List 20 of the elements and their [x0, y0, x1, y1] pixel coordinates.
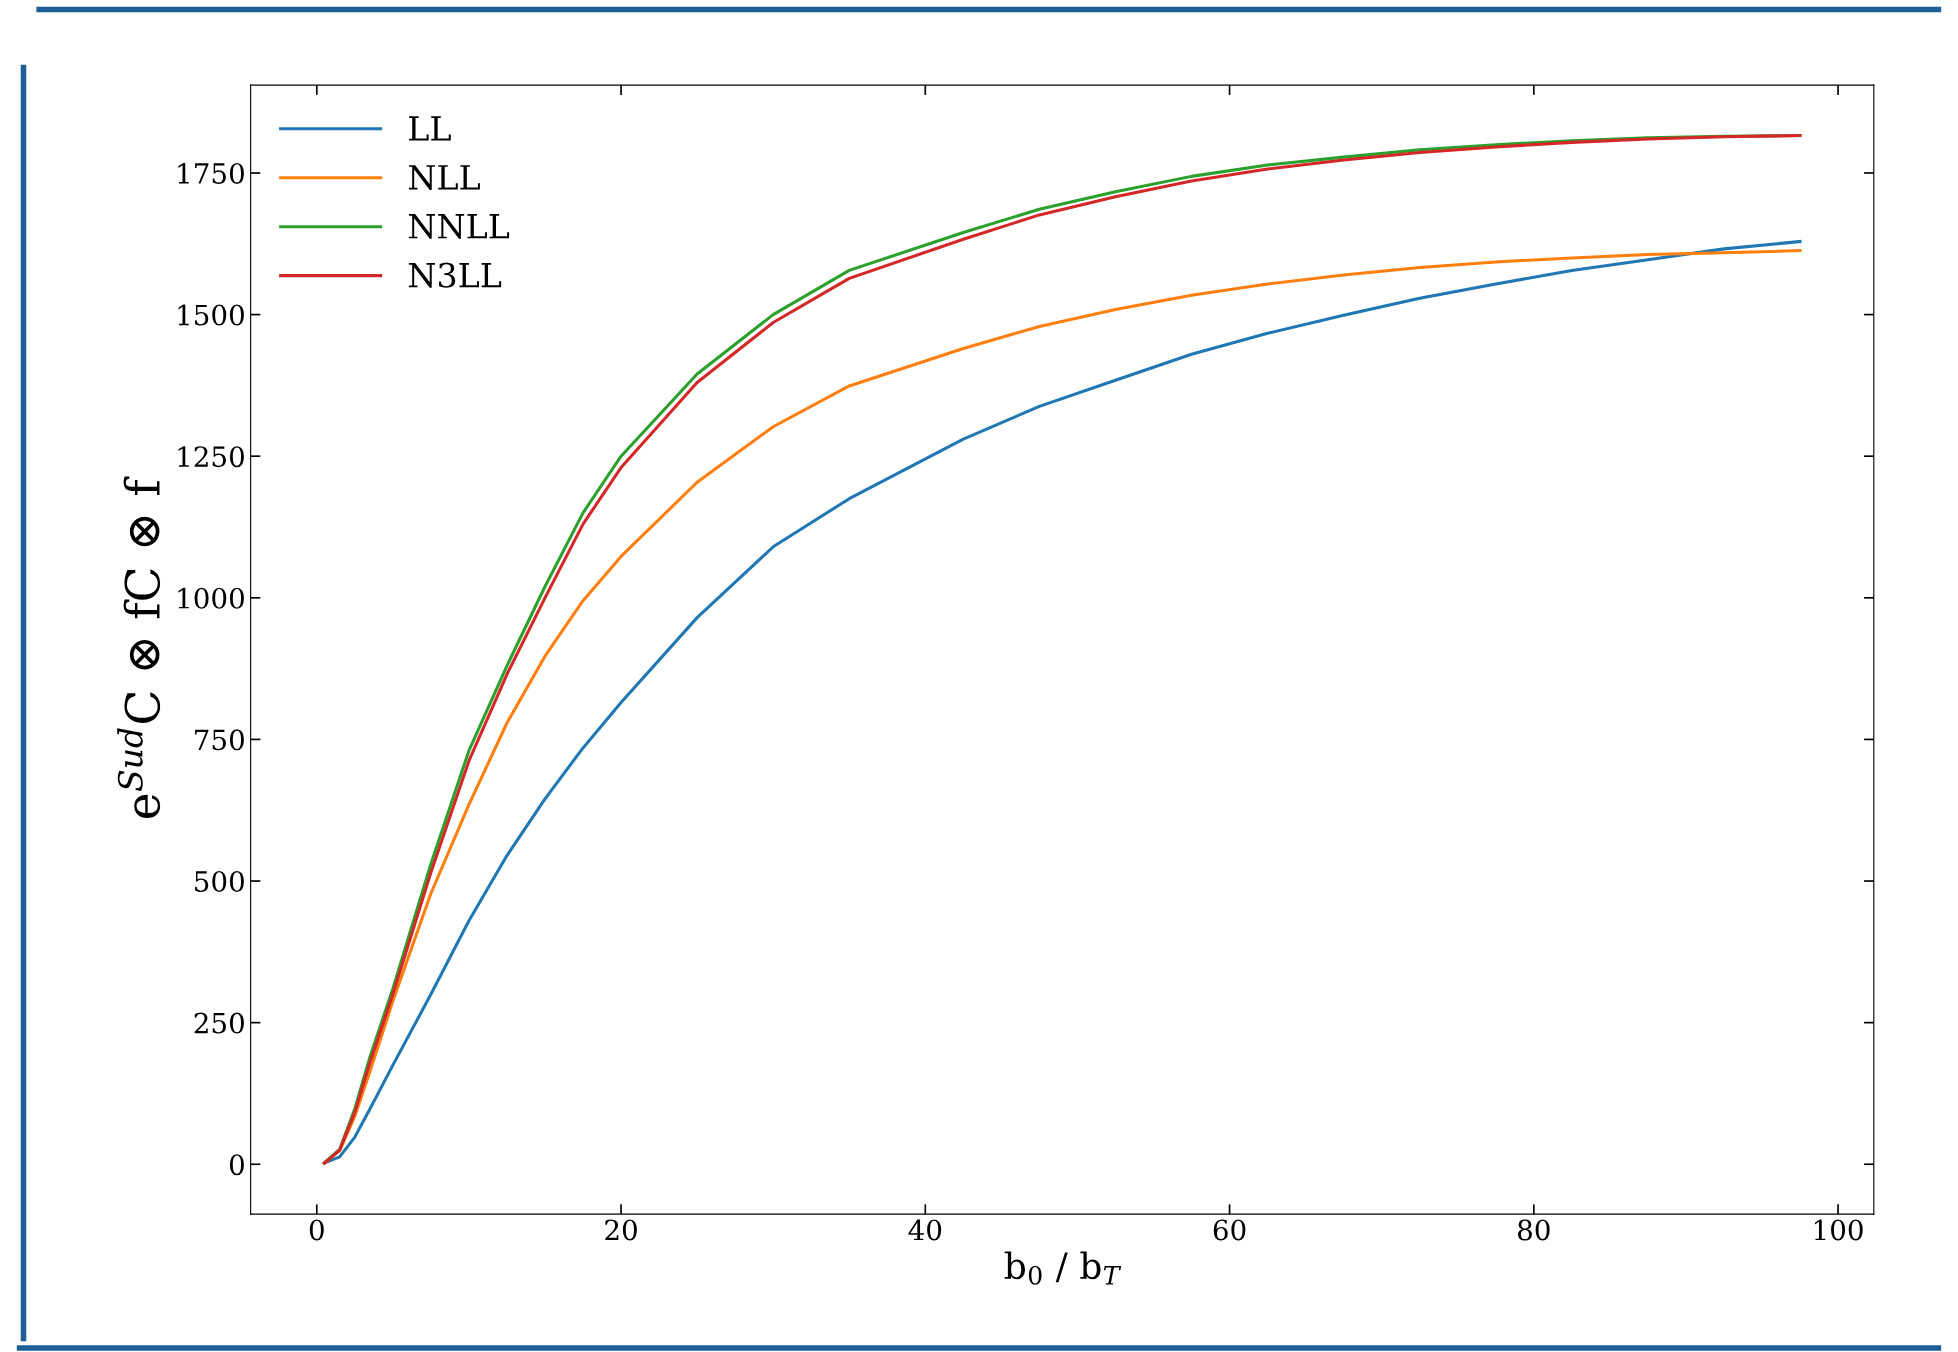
x-tick-label: 80	[1517, 1219, 1550, 1241]
y-tick-label: 1000	[178, 587, 244, 609]
y-tick-label: 0	[229, 1154, 244, 1176]
legend-label: NNLL	[408, 214, 510, 239]
x-tick-label: 100	[1814, 1219, 1863, 1241]
y-tick-label: 500	[195, 870, 244, 892]
y-tick-label: 1500	[178, 304, 244, 326]
y-tick-label: 750	[195, 729, 244, 751]
x-tick-label: 20	[605, 1219, 637, 1241]
y-tick-label: 1750	[178, 162, 244, 184]
x-axis-title: b$_{0}$ / b$_{T}$	[1004, 1251, 1122, 1285]
y-tick-label: 250	[194, 1012, 244, 1034]
y-tick-label: 1250	[178, 446, 244, 468]
legend-label: N3LL	[408, 262, 502, 288]
legend-label: NLL	[408, 165, 480, 190]
x-tick-label: 40	[908, 1219, 942, 1241]
x-tick-label: 60	[1213, 1219, 1246, 1241]
legend-label: LL	[409, 116, 451, 141]
x-tick-label: 0	[309, 1219, 324, 1241]
y-axis-title: e$^{Sud}$C ⊗ fC ⊗ f	[117, 476, 161, 818]
